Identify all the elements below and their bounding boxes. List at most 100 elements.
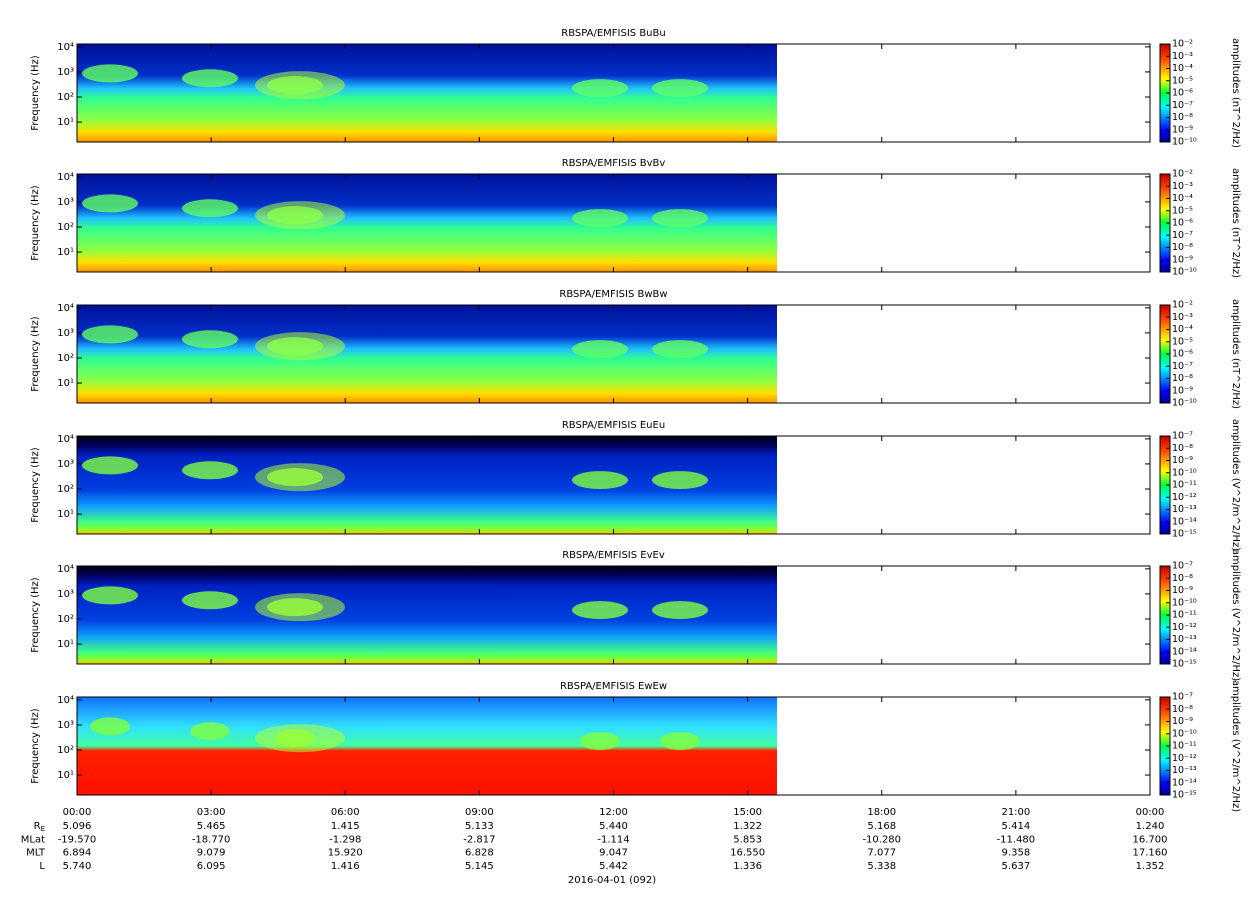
ephemeris-value: 1.415 [331, 821, 360, 832]
colorbar-tick-label: 10⁻² [1172, 39, 1193, 50]
emission [255, 201, 345, 230]
colorbar-tick-label: 10⁻⁷ [1172, 361, 1193, 372]
colorbar-tick-label: 10⁻¹³ [1172, 634, 1197, 645]
colorbar-tick-label: 10⁻¹¹ [1172, 480, 1197, 491]
ephemeris-value: -10.280 [862, 834, 901, 845]
x-tick-label: 09:00 [465, 807, 494, 818]
x-tick-label: 06:00 [331, 807, 360, 818]
ephemeris-value: 15.920 [328, 848, 363, 859]
colorbar-tick-label: 10⁻³ [1172, 312, 1193, 323]
colorbar-tick-label: 10⁻⁸ [1172, 443, 1193, 454]
ephemeris-value: 6.095 [197, 861, 226, 872]
ephemeris-value: -18.770 [192, 834, 231, 845]
ephemeris-label-sub: E [41, 825, 45, 833]
y-tick-label: 10⁴ [57, 303, 74, 314]
colorbar-tick-label: 10⁻³ [1172, 181, 1193, 192]
ephemeris-value: 5.168 [867, 821, 896, 832]
emission [572, 601, 628, 620]
y-tick-label: 10² [57, 614, 74, 625]
emission [652, 209, 708, 228]
ephemeris-value: 9.079 [197, 848, 226, 859]
colorbar-tick-label: 10⁻¹⁵ [1172, 529, 1197, 540]
colorbar-tick-label: 10⁻¹² [1172, 753, 1197, 764]
emission [255, 71, 345, 100]
ephemeris-label: L [39, 861, 45, 872]
colorbar-label: amplitudes (nT^2/Hz) [1230, 38, 1241, 148]
emission [182, 591, 238, 610]
y-tick-label: 10¹ [57, 770, 74, 781]
emission [652, 471, 708, 490]
emission [82, 586, 138, 605]
ephemeris-label-text: MLT [26, 848, 46, 859]
x-tick-label: 12:00 [599, 807, 628, 818]
ephemeris-value: 5.853 [733, 834, 762, 845]
ephemeris-value: 17.160 [1133, 848, 1168, 859]
ephemeris-value: -2.817 [463, 834, 495, 845]
x-tick-label: 18:00 [867, 807, 896, 818]
colorbar-tick-label: 10⁻⁸ [1172, 373, 1193, 384]
colorbar-tick-label: 10⁻¹⁴ [1172, 516, 1197, 527]
emission [255, 593, 345, 622]
emission [652, 340, 708, 359]
y-tick-label: 10³ [57, 67, 74, 78]
colorbar-tick-label: 10⁻⁹ [1172, 254, 1193, 265]
ephemeris-value: 1.322 [733, 821, 762, 832]
emission [255, 332, 345, 361]
panel-title: RBSPA/EMFISIS BwBw [559, 289, 667, 300]
ephemeris-value: 5.440 [599, 821, 628, 832]
y-tick-label: 10³ [57, 459, 74, 470]
ephemeris-value: 9.047 [599, 848, 628, 859]
colorbar-tick-label: 10⁻¹² [1172, 622, 1197, 633]
colorbar-label: amplitudes (nT^2/Hz) [1230, 168, 1241, 278]
colorbar-tick-label: 10⁻¹³ [1172, 504, 1197, 515]
colorbar-tick-label: 10⁻¹¹ [1172, 610, 1197, 621]
colorbar-tick-label: 10⁻¹⁰ [1172, 728, 1197, 739]
y-tick-label: 10³ [57, 720, 74, 731]
colorbar-tick-label: 10⁻⁸ [1172, 704, 1193, 715]
colorbar-tick-label: 10⁻⁸ [1172, 242, 1193, 253]
ephemeris-value: 5.414 [1002, 821, 1031, 832]
y-tick-label: 10² [57, 745, 74, 756]
emission [255, 724, 345, 753]
ephemeris-label: MLat [21, 834, 45, 845]
colorbar-tick-label: 10⁻⁵ [1172, 336, 1193, 347]
ephemeris-value: 5.465 [197, 821, 226, 832]
emission [572, 340, 628, 359]
ephemeris-value: 5.145 [465, 861, 494, 872]
y-tick-label: 10⁴ [57, 434, 74, 445]
x-tick-label: 15:00 [733, 807, 762, 818]
ephemeris-value: 5.133 [465, 821, 494, 832]
emission [82, 194, 138, 213]
panel-title: RBSPA/EMFISIS EvEv [562, 550, 665, 561]
colorbar-tick-label: 10⁻⁷ [1172, 431, 1193, 442]
emission [652, 79, 708, 98]
colorbar-label: amplitudes (nT^2/Hz) [1230, 299, 1241, 409]
panel-title: RBSPA/EMFISIS BvBv [562, 158, 666, 169]
ephemeris-value: 5.338 [867, 861, 896, 872]
emission [90, 717, 130, 736]
colorbar-tick-label: 10⁻⁷ [1172, 692, 1193, 703]
emission [255, 463, 345, 492]
y-axis-label: Frequency (Hz) [30, 447, 41, 523]
ephemeris-value: 5.637 [1002, 861, 1031, 872]
ephemeris-value: 6.828 [465, 848, 494, 859]
colorbar-tick-label: 10⁻⁷ [1172, 100, 1193, 111]
y-axis-label: Frequency (Hz) [30, 55, 41, 131]
colorbar-tick-label: 10⁻⁶ [1172, 218, 1193, 229]
emission [82, 325, 138, 344]
colorbar-tick-label: 10⁻⁴ [1172, 324, 1193, 335]
colorbar-tick-label: 10⁻¹⁰ [1172, 467, 1197, 478]
y-axis-label: Frequency (Hz) [30, 577, 41, 653]
colorbar-tick-label: 10⁻¹⁵ [1172, 790, 1197, 801]
ephemeris-value: -1.298 [329, 834, 361, 845]
y-tick-label: 10¹ [57, 639, 74, 650]
x-tick-label: 00:00 [1136, 807, 1165, 818]
colorbar-tick-label: 10⁻¹² [1172, 492, 1197, 503]
ephemeris-value: 1.240 [1136, 821, 1165, 832]
ephemeris-value: 9.358 [1002, 848, 1031, 859]
y-tick-label: 10⁴ [57, 42, 74, 53]
ephemeris-value: 7.077 [867, 848, 896, 859]
colorbar-tick-label: 10⁻¹⁰ [1172, 267, 1197, 278]
panel-title: RBSPA/EMFISIS EuEu [562, 420, 665, 431]
